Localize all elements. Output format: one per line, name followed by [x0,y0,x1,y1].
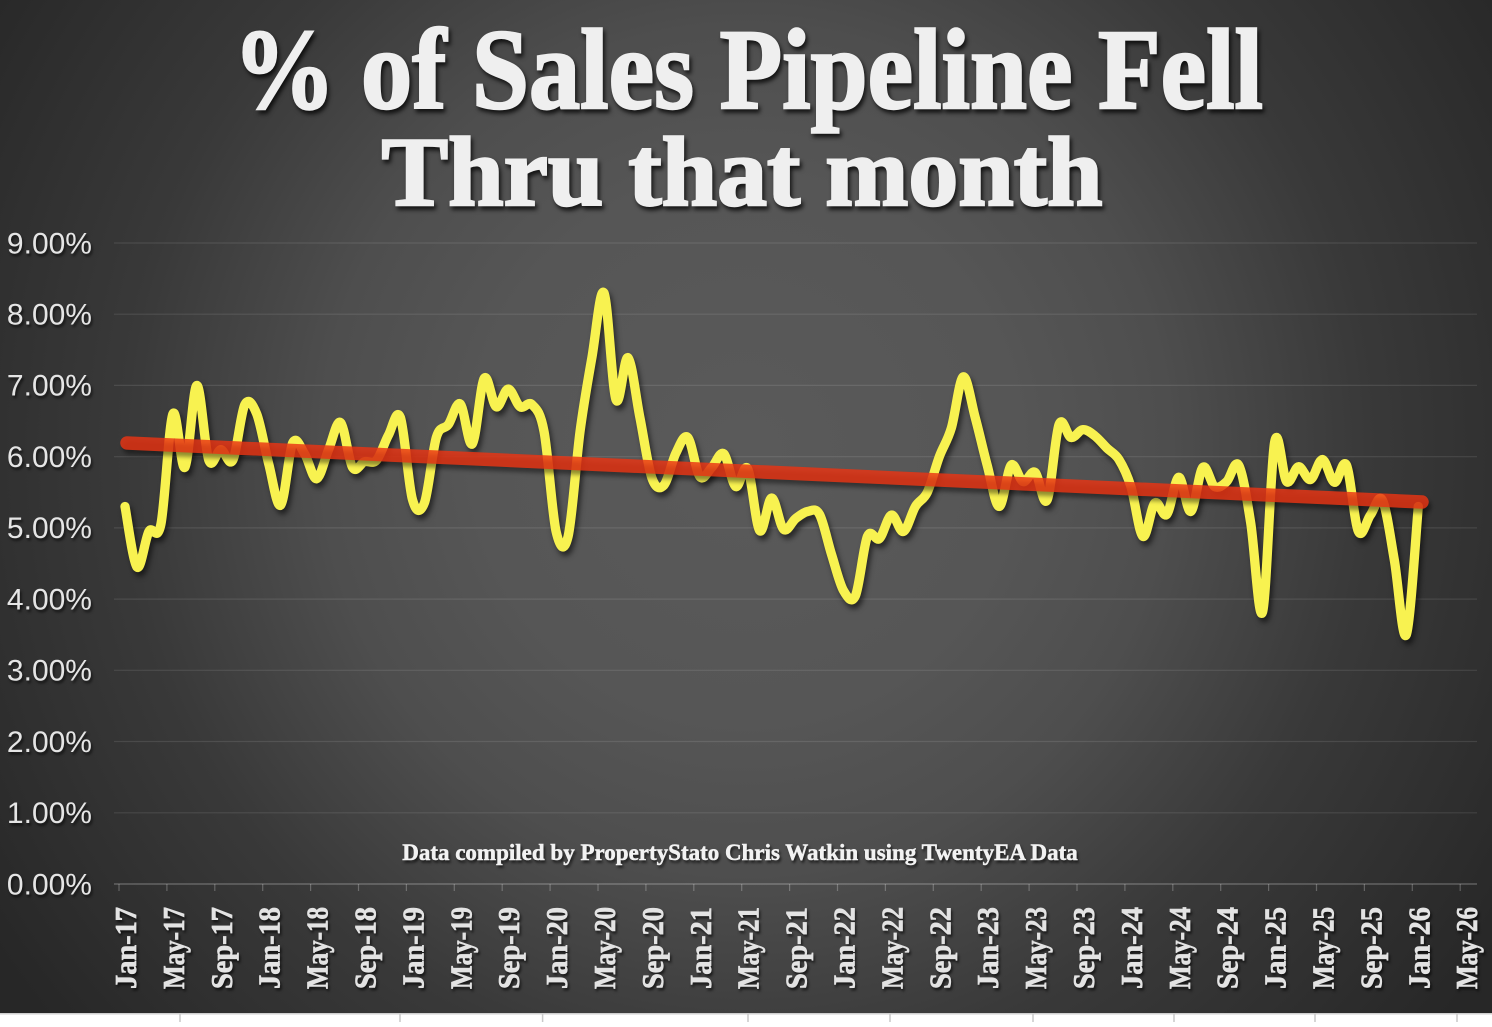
svg-text:Jan-22: Jan-22 [827,907,862,989]
svg-text:Jan-23: Jan-23 [970,907,1005,989]
svg-text:7.00%: 7.00% [7,370,92,403]
svg-text:May-20: May-20 [587,907,622,989]
svg-text:4.00%: 4.00% [7,583,92,616]
svg-text:Sep-25: Sep-25 [1353,907,1388,989]
svg-text:May-19: May-19 [443,907,478,989]
svg-text:2.00%: 2.00% [7,726,92,759]
svg-text:9.00%: 9.00% [7,227,92,260]
svg-text:May-17: May-17 [156,907,191,989]
svg-text:May-24: May-24 [1162,907,1197,989]
svg-text:Sep-18: Sep-18 [348,907,383,989]
svg-text:Sep-19: Sep-19 [491,907,526,989]
svg-text:Jan-25: Jan-25 [1258,907,1293,989]
svg-text:Sep-24: Sep-24 [1210,907,1245,989]
svg-text:Sep-21: Sep-21 [779,907,814,989]
svg-text:May-22: May-22 [874,907,909,989]
svg-text:3.00%: 3.00% [7,655,92,688]
svg-text:Sep-17: Sep-17 [204,907,239,989]
svg-text:0.00%: 0.00% [7,868,92,901]
svg-text:Sep-22: Sep-22 [922,907,957,989]
svg-text:Jan-20: Jan-20 [539,907,574,989]
svg-text:Jan-19: Jan-19 [395,907,430,989]
svg-text:Jan-18: Jan-18 [252,907,287,989]
svg-text:Jan-26: Jan-26 [1401,907,1436,989]
svg-text:May-26: May-26 [1449,907,1484,989]
svg-text:May-25: May-25 [1306,907,1341,989]
svg-text:May-18: May-18 [300,907,335,989]
svg-text:6.00%: 6.00% [7,441,92,474]
svg-text:Sep-23: Sep-23 [1066,907,1101,989]
svg-text:Thru that month: Thru that month [382,118,1103,227]
svg-text:Data compiled by PropertyStato: Data compiled by PropertyStato Chris Wat… [402,840,1078,865]
svg-text:Sep-20: Sep-20 [635,907,670,989]
svg-text:1.00%: 1.00% [7,797,92,830]
svg-text:Jan-24: Jan-24 [1114,907,1149,989]
svg-text:May-23: May-23 [1018,907,1053,989]
svg-text:8.00%: 8.00% [7,299,92,332]
svg-text:May-21: May-21 [731,907,766,989]
svg-text:Jan-17: Jan-17 [108,907,143,989]
svg-text:5.00%: 5.00% [7,512,92,545]
svg-text:Jan-21: Jan-21 [683,907,718,989]
svg-text:% of Sales Pipeline Fell: % of Sales Pipeline Fell [233,6,1263,133]
